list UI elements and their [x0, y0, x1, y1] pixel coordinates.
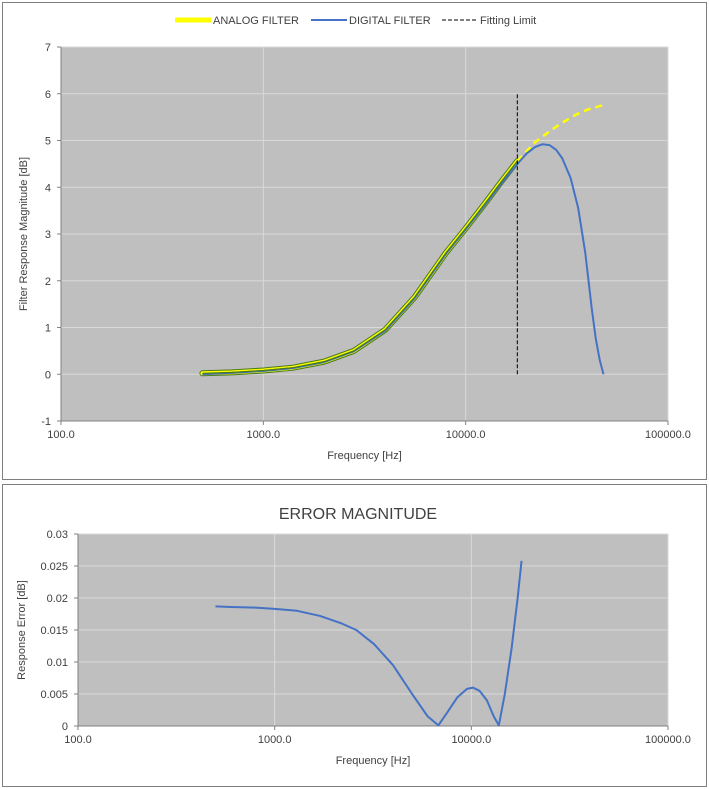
y-axis-title: Filter Response Magnitude [dB]	[18, 157, 30, 311]
x-tick-label: 10000.0	[446, 429, 486, 441]
y-tick-label: 0.03	[47, 529, 68, 541]
y-tick-label: 0.025	[40, 561, 68, 573]
x-tick-label: 10000.0	[451, 734, 491, 746]
y-tick-label: 0	[45, 369, 51, 381]
x-tick-label: 1000.0	[247, 429, 281, 441]
legend-label-analog: ANALOG FILTER	[213, 15, 299, 27]
y-tick-label: -1	[41, 416, 51, 428]
y-axis-title: Response Error [dB]	[16, 580, 28, 680]
y-tick-label: 5	[45, 136, 51, 148]
x-tick-label: 100000.0	[645, 429, 691, 441]
y-tick-label: 0.015	[40, 625, 68, 637]
y-tick-label: 7	[45, 42, 51, 54]
filter-response-plot: 100.0 1000.0 10000.0 100000.0 -1 0 1 2 3 4 5 6 7 Freq…	[18, 15, 691, 462]
y-tick-label: 2	[45, 276, 51, 288]
chart-title: ERROR MAGNITUDE	[279, 506, 437, 523]
error-magnitude-line	[215, 560, 523, 727]
y-tick-label: 1	[45, 323, 51, 335]
x-axis-title: Frequency [Hz]	[327, 450, 402, 462]
x-tick-label: 1000.0	[258, 734, 292, 746]
x-tick-label: 100.0	[47, 429, 75, 441]
x-axis-title: Frequency [Hz]	[336, 755, 411, 767]
y-tick-label: 0.01	[47, 657, 68, 669]
error-magnitude-chart: 100.0 1000.0 10000.0 100000.0 0 0.005 0.01 0.01…	[2, 484, 707, 787]
analog-filter-core-line	[202, 160, 518, 374]
y-tick-label: 4	[45, 182, 51, 194]
y-tick-label: 0	[62, 721, 68, 733]
filter-response-chart: 100.0 1000.0 10000.0 100000.0 -1 0 1 2 3 4 5 6 7 Freq…	[2, 2, 707, 480]
analog-filter-line-extrapolated	[516, 103, 604, 162]
error-magnitude-plot: 100.0 1000.0 10000.0 100000.0 0 0.005 0.01 0.01…	[16, 506, 691, 767]
y-tick-label: 0.02	[47, 593, 68, 605]
y-tick-label: 0.005	[40, 689, 68, 701]
x-tick-label: 100.0	[64, 734, 92, 746]
y-tick-label: 3	[45, 229, 51, 241]
y-tick-label: 6	[45, 89, 51, 101]
legend-label-fitting-limit: Fitting Limit	[480, 15, 536, 27]
legend-label-digital: DIGITAL FILTER	[349, 15, 431, 27]
x-tick-label: 100000.0	[645, 734, 691, 746]
